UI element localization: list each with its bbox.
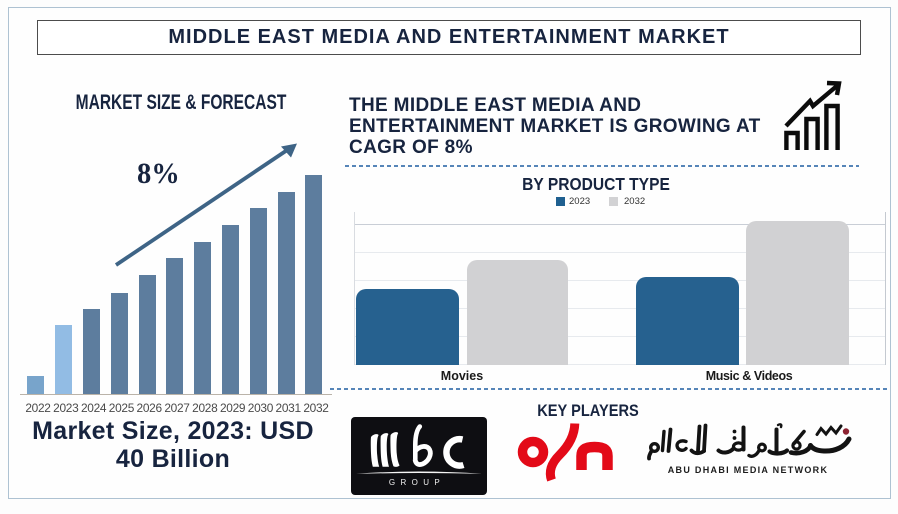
svg-text:ABU DHABI MEDIA NETWORK: ABU DHABI MEDIA NETWORK	[668, 465, 829, 475]
svg-text:GROUP: GROUP	[389, 478, 445, 487]
